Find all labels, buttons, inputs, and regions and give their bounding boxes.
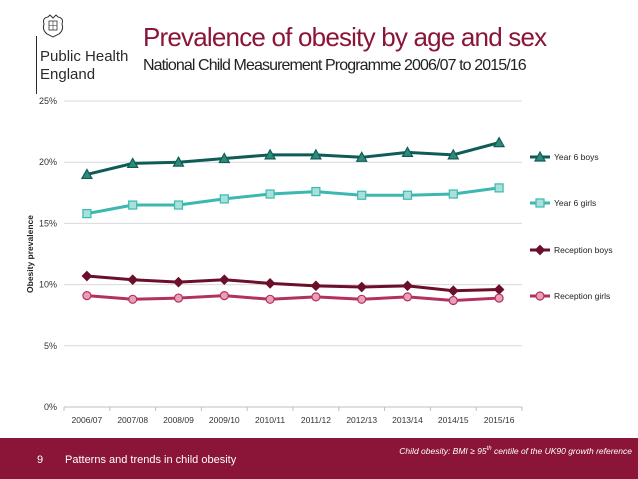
legend-label: Reception boys <box>554 245 613 255</box>
data-point <box>219 194 229 204</box>
data-point <box>447 148 460 160</box>
legend-marker <box>535 291 545 301</box>
series-line <box>86 294 500 303</box>
data-point <box>173 293 184 303</box>
x-tick-label: 2015/16 <box>484 415 515 425</box>
slide-title: Prevalence of obesity by age and sex <box>143 22 547 52</box>
data-point <box>264 278 276 289</box>
data-point <box>493 284 505 295</box>
data-point <box>309 148 322 160</box>
slide-subtitle: National Child Measurement Programme 200… <box>143 57 527 74</box>
y-tick-label: 25% <box>39 96 57 106</box>
data-point <box>357 294 367 304</box>
logo-divider <box>36 36 37 94</box>
data-point <box>265 189 275 199</box>
legend-label: Year 6 girls <box>554 198 596 208</box>
legend-label: Year 6 boys <box>554 152 599 162</box>
x-tick-label: 2013/14 <box>392 415 423 425</box>
x-tick-label: 2007/08 <box>117 415 148 425</box>
data-point <box>219 291 229 301</box>
data-point <box>355 151 368 162</box>
data-point <box>402 280 413 292</box>
obesity-line-chart: 0% 5% 10% 15% 20% 25% 2006/07 2007/08 2008/09 200… <box>25 96 613 425</box>
data-point <box>128 294 138 304</box>
royal-crest-icon <box>42 14 64 38</box>
y-tick-label: 15% <box>39 218 57 228</box>
data-point <box>311 292 321 302</box>
data-point <box>264 148 277 160</box>
data-point <box>311 186 321 197</box>
data-point <box>265 294 275 304</box>
footnote-superscript: th <box>486 446 492 453</box>
x-tick-label: 2006/07 <box>72 415 103 425</box>
y-tick-label: 5% <box>44 341 57 351</box>
y-axis-label: Obesity prevalence <box>25 215 35 293</box>
data-point <box>402 190 413 200</box>
y-tick-label: 10% <box>39 280 57 290</box>
legend-label: Reception girls <box>554 291 610 301</box>
data-point <box>128 200 138 210</box>
data-point <box>310 280 322 292</box>
data-point <box>494 183 504 193</box>
footnote-text-end: centile of the UK90 growth reference <box>491 446 632 456</box>
data-point <box>127 274 139 286</box>
data-point <box>356 281 368 293</box>
footnote-text: Child obesity: BMI ≥ 95 <box>399 446 487 456</box>
page-number: 9 <box>37 454 44 466</box>
data-point <box>81 270 93 282</box>
footer-title: Patterns and trends in child obesity <box>65 454 237 466</box>
data-point <box>448 189 458 199</box>
logo-text: Public Health England <box>40 48 160 84</box>
series-line <box>86 186 500 216</box>
data-point <box>218 152 231 164</box>
footer-bar: 9 Patterns and trends in child obesity C… <box>0 438 638 479</box>
data-point <box>126 157 139 169</box>
series-line <box>86 274 500 293</box>
data-point <box>401 146 414 158</box>
x-tick-label: 2010/11 <box>255 415 285 425</box>
data-point <box>173 276 184 288</box>
x-tick-label: 2009/10 <box>209 415 240 425</box>
data-point <box>82 291 92 301</box>
data-point <box>218 274 230 286</box>
data-point <box>493 136 506 148</box>
data-point <box>173 200 184 210</box>
x-tick-label: 2011/12 <box>301 415 331 425</box>
data-point <box>357 190 367 200</box>
data-point <box>172 155 185 167</box>
data-point <box>494 293 504 303</box>
obesity-definition-note: Child obesity: BMI ≥ 95th centile of the… <box>399 446 632 456</box>
y-tick-label: 0% <box>44 402 57 412</box>
logo-line-2: England <box>40 66 96 83</box>
legend-marker <box>534 244 546 256</box>
data-point <box>402 292 413 302</box>
x-tick-label: 2012/13 <box>346 415 377 425</box>
series-line <box>86 141 500 176</box>
data-point <box>80 168 93 180</box>
y-tick-label: 20% <box>39 157 57 167</box>
data-point <box>82 209 92 219</box>
data-point <box>447 285 459 297</box>
data-point <box>448 295 458 306</box>
logo-line-1: Public Health <box>40 48 129 65</box>
x-tick-label: 2014/15 <box>438 415 469 425</box>
legend-marker <box>533 150 547 162</box>
x-tick-label: 2008/09 <box>163 415 194 425</box>
legend-marker <box>535 198 545 208</box>
